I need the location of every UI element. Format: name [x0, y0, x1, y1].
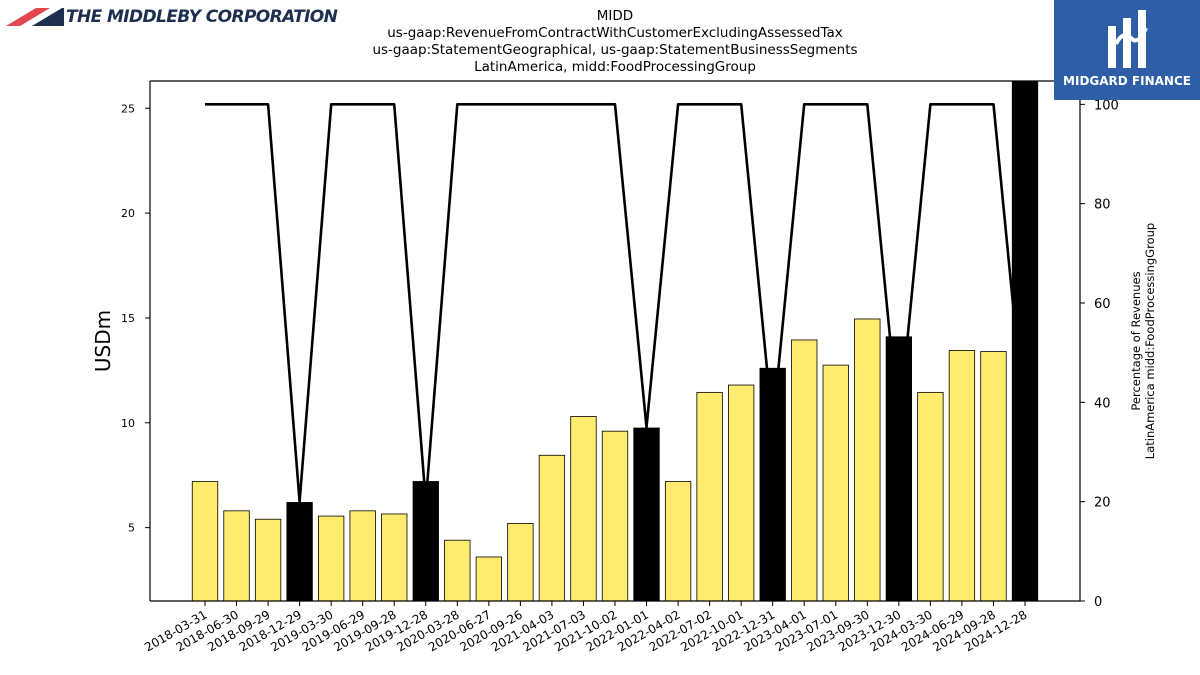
bar [822, 364, 849, 602]
bar [444, 539, 471, 602]
bar [475, 556, 502, 602]
y2-tick-label: 20 [1094, 496, 1111, 511]
y-tick-label: 5 [128, 522, 135, 535]
y-right-tick-labels: 0 20 40 60 80 100 [1080, 98, 1119, 610]
bar [759, 367, 786, 602]
percentage-line-layer [205, 103, 1027, 504]
bar [728, 384, 755, 602]
bar [601, 430, 629, 602]
chart-title-line: us-gaap:StatementGeographical, us-gaap:S… [372, 42, 857, 58]
midgard-logo-icon [1108, 10, 1148, 68]
bar [538, 454, 566, 602]
y-tick-label: 25 [121, 102, 135, 115]
chart-title-line: LatinAmerica, midd:FoodProcessingGroup [474, 59, 756, 75]
chart-title: MIDDus-gaap:RevenueFromContractWithCusto… [372, 8, 857, 75]
y2-tick-label: 0 [1094, 595, 1102, 610]
bar [254, 518, 282, 602]
midgard-logo-text: MIDGARD FINANCE [1063, 74, 1191, 88]
bar [696, 391, 723, 602]
bar [349, 510, 376, 602]
y2-tick-label: 80 [1094, 198, 1111, 213]
bars [191, 80, 1039, 602]
middleby-logo-icon [6, 8, 64, 26]
middleby-logo-text: THE MIDDLEBY CORPORATION [66, 7, 338, 27]
bar [570, 416, 597, 602]
y2-tick-label: 60 [1094, 297, 1111, 312]
bar [948, 350, 976, 602]
y-tick-label: 15 [121, 312, 135, 325]
x-tick-labels: 2018-03-312018-06-302018-09-292018-12-29… [142, 601, 1030, 654]
bar [286, 502, 313, 602]
bar [854, 318, 881, 602]
y2-label-line: Percentage of Revenues [1129, 271, 1143, 410]
midgard-finance-logo: MIDGARD FINANCE [1054, 0, 1200, 100]
bar [318, 515, 345, 602]
y2-tick-label: 40 [1094, 396, 1111, 411]
bar [223, 510, 250, 602]
y2-tick-label: 100 [1094, 98, 1119, 113]
y2-label-line: LatinAmerica midd:FoodProcessingGroup [1143, 223, 1157, 459]
y-tick-label: 20 [121, 207, 135, 220]
chart-title-line: us-gaap:RevenueFromContractWithCustomerE… [387, 25, 843, 41]
bar [507, 523, 534, 602]
bar [191, 481, 219, 602]
y-axis-label: USDm [91, 310, 115, 372]
middleby-logo: THE MIDDLEBY CORPORATION [6, 6, 338, 28]
bar [885, 336, 912, 602]
bar [980, 351, 1007, 602]
bar [633, 427, 660, 602]
y-tick-label: 10 [121, 417, 135, 430]
bar [664, 481, 692, 602]
bar [381, 513, 408, 602]
bar [917, 391, 944, 602]
y-right-axis-label: Percentage of Revenues LatinAmerica midd:… [1129, 223, 1157, 459]
percentage-line [205, 103, 1027, 504]
bar [791, 339, 818, 602]
y-left-tick-labels: 5 10 15 20 25 [121, 102, 150, 535]
chart-title-line: MIDD [597, 8, 633, 24]
